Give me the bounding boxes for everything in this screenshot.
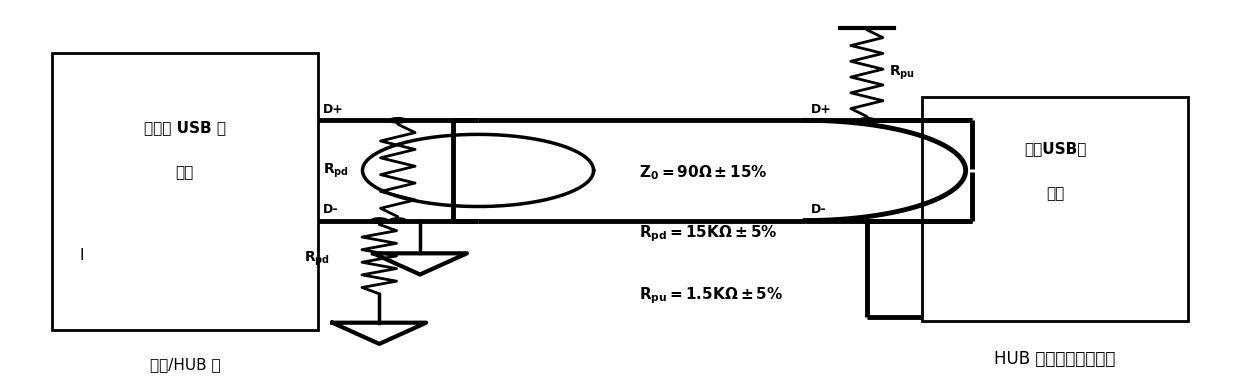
Bar — [923, 97, 1188, 321]
Text: I: I — [79, 248, 84, 263]
Text: $\mathbf{Z_0=90\Omega\pm15\%}$: $\mathbf{Z_0=90\Omega\pm15\%}$ — [639, 163, 768, 182]
Text: $\mathbf{R_{pd}}$: $\mathbf{R_{pd}}$ — [322, 161, 348, 179]
Text: HUB 上行端或高速设备: HUB 上行端或高速设备 — [994, 350, 1116, 368]
Circle shape — [371, 218, 388, 223]
Text: D-: D- — [322, 203, 339, 216]
Text: 全速USB发: 全速USB发 — [1024, 141, 1086, 156]
Text: $\mathbf{R_{pu}}$: $\mathbf{R_{pu}}$ — [889, 64, 915, 82]
Text: 送器: 送器 — [1047, 186, 1064, 201]
Circle shape — [389, 218, 407, 223]
Text: D+: D+ — [811, 103, 832, 116]
Circle shape — [858, 118, 875, 123]
Text: 主机/HUB 口: 主机/HUB 口 — [150, 358, 221, 373]
Text: D-: D- — [811, 203, 827, 216]
Bar — [52, 53, 317, 330]
Text: $\mathbf{R_{pd}}$: $\mathbf{R_{pd}}$ — [304, 250, 330, 268]
Text: 全低速 USB 发: 全低速 USB 发 — [144, 120, 226, 135]
Text: $\mathbf{R_{pu}=1.5K\Omega\pm5\%}$: $\mathbf{R_{pu}=1.5K\Omega\pm5\%}$ — [639, 285, 782, 306]
Circle shape — [389, 118, 407, 123]
Text: 送器: 送器 — [176, 165, 193, 180]
Text: $\mathbf{R_{pd}=15K\Omega\pm5\%}$: $\mathbf{R_{pd}=15K\Omega\pm5\%}$ — [639, 224, 777, 244]
Text: D+: D+ — [322, 103, 343, 116]
